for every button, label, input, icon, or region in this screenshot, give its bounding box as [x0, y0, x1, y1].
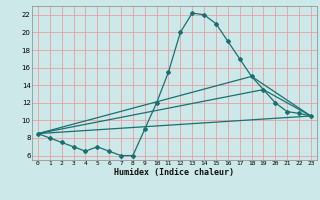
X-axis label: Humidex (Indice chaleur): Humidex (Indice chaleur) [115, 168, 234, 177]
